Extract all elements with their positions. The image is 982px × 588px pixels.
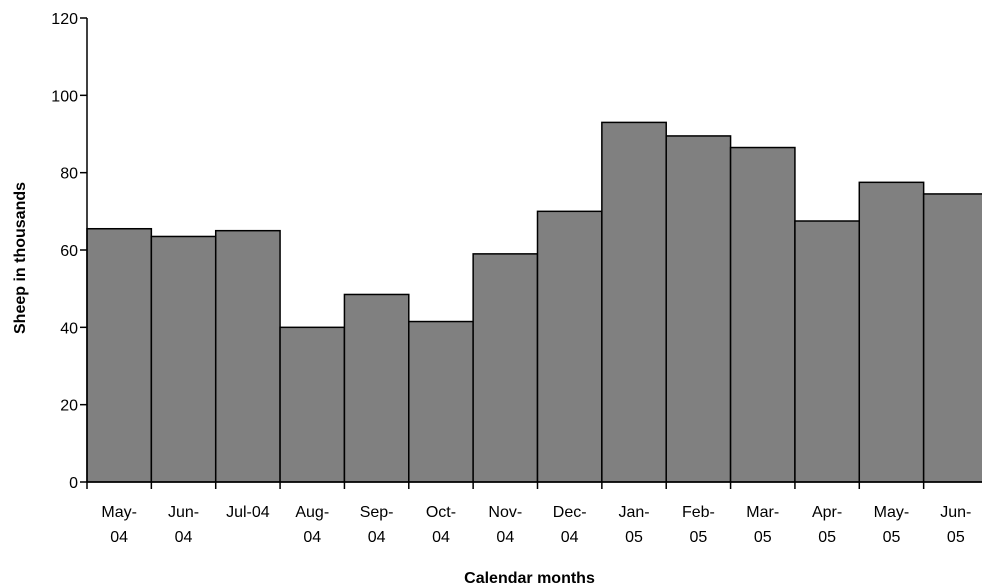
y-axis-title: Sheep in thousands xyxy=(12,182,29,334)
x-tick-label: Jul-04 xyxy=(226,504,270,521)
bar-6 xyxy=(408,320,474,483)
bar-11 xyxy=(729,146,796,483)
x-tick-label: May-04 xyxy=(101,504,137,546)
bar-14 xyxy=(922,193,982,483)
x-tick-label: Jun-05 xyxy=(940,504,971,546)
x-axis-title: Calendar months xyxy=(464,570,595,587)
y-tick-label: 120 xyxy=(51,11,78,28)
bars-group xyxy=(86,121,982,483)
x-tick-label: May-05 xyxy=(874,504,910,546)
bar-4 xyxy=(279,326,346,483)
bar-5 xyxy=(343,293,410,483)
y-tick-label: 20 xyxy=(60,398,78,415)
y-tick-label: 100 xyxy=(51,88,78,105)
bar-13 xyxy=(858,181,925,483)
x-tick-label: Sep-04 xyxy=(360,504,394,546)
bar-1 xyxy=(86,227,153,483)
y-tick-label: 60 xyxy=(60,243,78,260)
x-tick-label: Aug-04 xyxy=(295,504,329,546)
x-axis-ticks: May-04 Jun-04 Jul-04 Aug-04 Sep-04 Oct-04 Nov-… xyxy=(86,482,971,546)
bar-12 xyxy=(794,220,861,483)
bar-8 xyxy=(536,210,603,483)
x-tick-label: Feb-05 xyxy=(682,504,715,546)
x-tick-label: Jan-05 xyxy=(618,504,649,546)
x-tick-label: Nov-04 xyxy=(488,504,522,546)
x-tick-label: Oct-04 xyxy=(426,504,456,546)
y-axis-ticks: 0 20 40 60 80 100 120 xyxy=(51,11,87,492)
bar-3 xyxy=(214,229,281,483)
y-tick-label: 0 xyxy=(69,475,78,492)
bar-7 xyxy=(472,253,539,483)
x-tick-label: Jun-04 xyxy=(168,504,199,546)
bar-9 xyxy=(601,121,667,483)
x-tick-label: Mar-05 xyxy=(746,504,779,546)
bar-2 xyxy=(150,235,217,483)
x-tick-label: Apr-05 xyxy=(812,504,842,546)
bar-10 xyxy=(665,135,732,483)
x-tick-label: Dec-04 xyxy=(553,504,587,546)
y-tick-label: 80 xyxy=(60,166,78,183)
y-tick-label: 40 xyxy=(60,320,78,337)
